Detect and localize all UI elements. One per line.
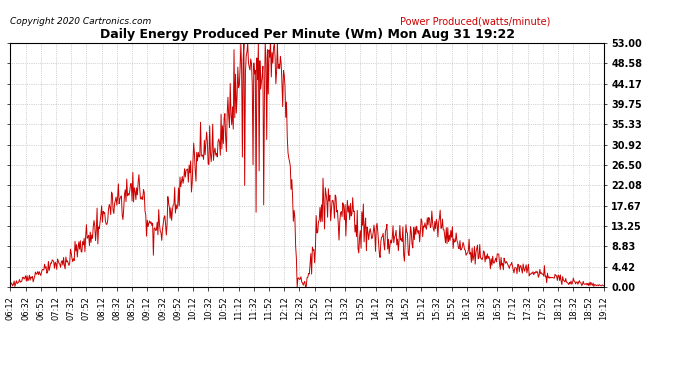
Title: Daily Energy Produced Per Minute (Wm) Mon Aug 31 19:22: Daily Energy Produced Per Minute (Wm) Mo… (99, 28, 515, 40)
Text: Copyright 2020 Cartronics.com: Copyright 2020 Cartronics.com (10, 17, 152, 26)
Text: Power Produced(watts/minute): Power Produced(watts/minute) (400, 17, 551, 27)
